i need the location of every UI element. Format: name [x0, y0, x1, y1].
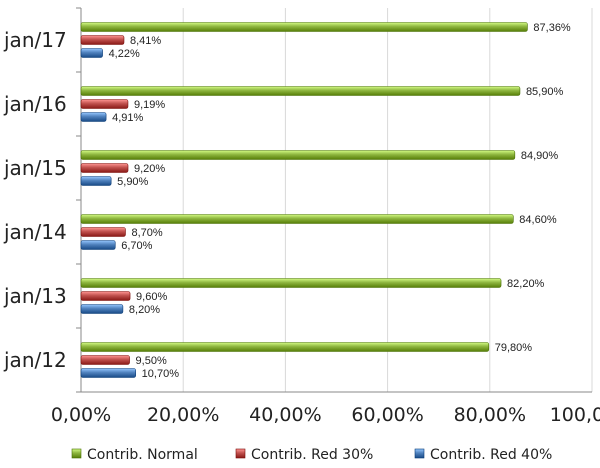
data-label: 8,20%: [129, 304, 160, 316]
category-label: jan/12: [3, 348, 67, 372]
legend-swatch: [71, 448, 82, 459]
bar-contrib-red-30--jan-16: [80, 99, 129, 109]
bars: [80, 22, 528, 378]
grid-lines: [76, 7, 593, 393]
data-label: 8,41%: [130, 35, 161, 47]
bar-contrib-normal-jan-12: [80, 342, 490, 352]
data-label: 10,70%: [142, 368, 180, 380]
x-tick-label: 60,00%: [351, 404, 423, 426]
bar-contrib-red-30--jan-14: [80, 227, 126, 237]
data-label: 84,60%: [519, 214, 557, 226]
category-labels: jan/17 jan/16 jan/15 jan/14 jan/13 jan/12: [3, 28, 67, 372]
legend-label: Contrib. Red 30%: [251, 447, 373, 463]
bar-contrib-normal-jan-13: [80, 278, 502, 288]
category-label: jan/13: [3, 284, 67, 308]
bar-contrib-red-40--jan-16: [80, 112, 107, 122]
bar-contrib-red-40--jan-12: [80, 368, 136, 378]
data-label: 4,22%: [109, 48, 140, 60]
data-label: 9,19%: [134, 99, 165, 111]
x-tick-labels: 0,00% 20,00% 40,00% 60,00% 80,00% 100,00%: [51, 404, 600, 426]
x-tick-label: 40,00%: [249, 404, 321, 426]
x-tick-label: 100,00%: [550, 404, 600, 426]
bar-contrib-red-40--jan-13: [80, 304, 124, 314]
category-label: jan/16: [3, 92, 67, 116]
data-label: 5,90%: [117, 176, 148, 188]
data-label: 9,20%: [134, 163, 165, 175]
data-label: 4,91%: [112, 112, 143, 124]
data-label: 85,90%: [526, 86, 564, 98]
legend-swatch: [414, 448, 425, 459]
legend-label: Contrib. Normal: [87, 447, 198, 463]
category-label: jan/14: [3, 220, 67, 244]
bar-contrib-normal-jan-14: [80, 214, 514, 224]
bar-contrib-red-40--jan-15: [80, 176, 112, 186]
data-labels: 87,36% 8,41%4,22% 85,90% 9,19%4,91% 84,90% 9,…: [109, 22, 571, 380]
category-label: jan/15: [3, 156, 67, 180]
bar-contrib-red-40--jan-14: [80, 240, 116, 250]
data-label: 87,36%: [533, 22, 571, 34]
x-tick-label: 80,00%: [454, 404, 526, 426]
legend-swatch: [235, 448, 246, 459]
data-label: 9,60%: [136, 291, 167, 303]
data-label: 9,50%: [136, 355, 167, 367]
bar-contrib-normal-jan-15: [80, 150, 516, 160]
legend: Contrib. Normal Contrib. Red 30% Contrib. …: [71, 447, 552, 463]
bar-contrib-normal-jan-17: [80, 22, 528, 32]
bar-contrib-red-30--jan-17: [80, 35, 125, 45]
category-label: jan/17: [3, 28, 67, 52]
bar-contrib-red-30--jan-12: [80, 355, 130, 365]
x-tick-label: 0,00%: [51, 404, 111, 426]
data-label: 84,90%: [521, 150, 559, 162]
axes: [80, 8, 592, 393]
bar-contrib-normal-jan-16: [80, 86, 521, 96]
data-label: 82,20%: [507, 278, 545, 290]
legend-label: Contrib. Red 40%: [430, 447, 552, 463]
bar-contrib-red-40--jan-17: [80, 48, 103, 58]
data-label: 8,70%: [131, 227, 162, 239]
data-label: 79,80%: [495, 342, 533, 354]
bar-contrib-red-30--jan-13: [80, 291, 131, 301]
bar-contrib-red-30--jan-15: [80, 163, 129, 173]
x-tick-label: 20,00%: [147, 404, 219, 426]
data-label: 6,70%: [121, 240, 152, 252]
